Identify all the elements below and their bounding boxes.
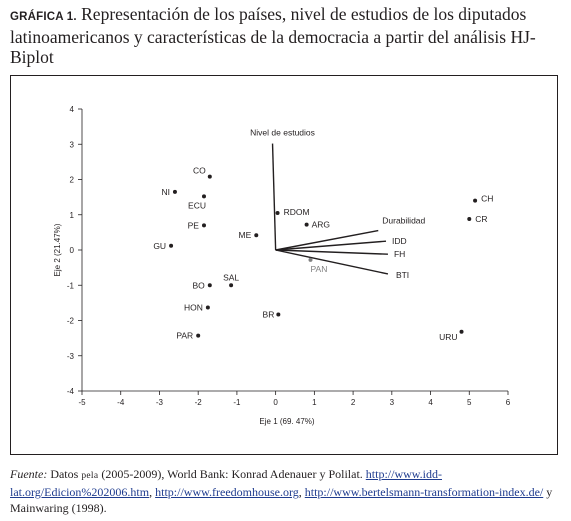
figure-label: GRÁFICA 1. (10, 11, 77, 23)
y-tick-label: 4 (70, 105, 75, 114)
source-link-idd[interactable]: http://www.idd-lat.org/Edicion%202006.ht… (10, 467, 442, 499)
x-tick-label: 3 (390, 398, 395, 407)
point-ch (473, 198, 478, 203)
point-label: SAL (223, 272, 239, 282)
x-tick-label: -1 (233, 398, 241, 407)
point-co (207, 174, 212, 179)
point-pe (201, 223, 206, 228)
point-label: HON (184, 302, 203, 312)
y-tick-label: -1 (67, 281, 75, 290)
figure-footer: Fuente: Datos pela (2005-2009), World Ba… (10, 466, 566, 516)
y-tick-label: -4 (67, 387, 75, 396)
figure-title-text: Representación de los países, nivel de e… (10, 4, 536, 67)
point-label: CR (475, 214, 487, 224)
y-tick-label: -2 (67, 317, 75, 326)
vector-line-4 (275, 249, 389, 275)
point-label: PAR (176, 331, 193, 341)
point-label: ECU (188, 200, 206, 210)
figure-title: GRÁFICA 1. Representación de los países,… (10, 4, 565, 67)
point-label: BR (263, 310, 275, 320)
y-tick-label: 0 (70, 246, 75, 255)
point-label: ARG (312, 220, 330, 230)
point-label: PE (188, 220, 200, 230)
point-cr (467, 216, 472, 221)
point-ni (172, 189, 177, 194)
vector-label: Durabilidad (382, 216, 425, 226)
x-tick-label: -5 (78, 398, 86, 407)
point-label: BO (193, 280, 206, 290)
point-ecu (201, 194, 206, 199)
vector-label: BTI (396, 270, 409, 280)
vector-line-0 (271, 143, 277, 251)
point-label: ME (239, 230, 252, 240)
x-tick-label: 4 (428, 398, 433, 407)
vector-line-1 (275, 229, 379, 251)
point-label: URU (439, 332, 457, 342)
x-tick-label: 0 (273, 398, 278, 407)
y-tick-label: 3 (70, 140, 75, 149)
y-axis-label: Eje 2 (21.47%) (53, 223, 62, 276)
point-gu (169, 243, 174, 248)
x-tick-label: 1 (312, 398, 317, 407)
vector-line-3 (275, 249, 388, 255)
source-text-2: (2005-2009), World Bank: Konrad Adenauer… (101, 467, 363, 481)
x-tick-label: -3 (156, 398, 164, 407)
x-tick-label: 2 (351, 398, 356, 407)
x-axis-label: Eje 1 (69. 47%) (259, 417, 314, 426)
source-separator-2: , (298, 485, 302, 499)
point-label: CO (193, 166, 206, 176)
point-label: GU (153, 241, 166, 251)
source-pela: pela (81, 471, 99, 481)
point-label: PAN (310, 264, 327, 274)
vector-line-2 (275, 240, 387, 251)
x-tick-label: -4 (117, 398, 125, 407)
source-separator-1: , (149, 485, 153, 499)
point-arg (304, 222, 309, 227)
source-text-3: y Mainwaring (1998). (10, 485, 553, 515)
source-link-freedomhouse[interactable]: http://www.freedomhouse.org (155, 485, 299, 499)
point-bo (207, 283, 212, 288)
y-tick-label: -3 (67, 352, 75, 361)
x-tick-label: 5 (467, 398, 472, 407)
point-rdom (275, 210, 280, 215)
point-label: RDOM (284, 207, 310, 217)
point-uru (459, 329, 464, 334)
vector-label: IDD (392, 236, 407, 246)
point-label: NI (161, 187, 170, 197)
x-tick-label: 6 (506, 398, 511, 407)
point-label: CH (481, 194, 493, 204)
source-label: Fuente: (10, 467, 48, 481)
vector-label: FH (394, 249, 405, 259)
source-text-1: Datos (50, 467, 79, 481)
point-hon (205, 305, 210, 310)
chart-frame (10, 75, 558, 455)
y-tick-label: 2 (70, 176, 75, 185)
vector-label: Nivel de estudios (250, 128, 315, 138)
point-br (276, 312, 281, 317)
y-tick-label: 1 (70, 211, 75, 220)
point-sal (229, 283, 234, 288)
x-tick-label: -2 (195, 398, 203, 407)
point-pan (308, 257, 313, 262)
source-link-bertelsmann[interactable]: http://www.bertelsmann-transformation-in… (304, 485, 544, 499)
point-par (196, 333, 201, 338)
point-me (254, 233, 259, 238)
